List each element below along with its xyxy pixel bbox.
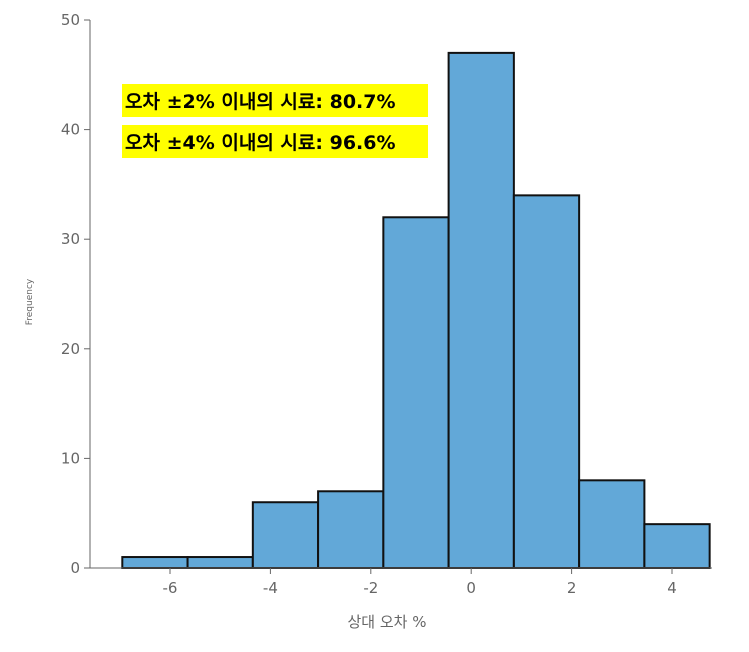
histogram-bars (121, 51, 711, 570)
x-tick-label-3: 0 (466, 579, 476, 597)
axes (89, 20, 712, 569)
annotation-1-highlight (122, 84, 428, 117)
x-tick-label-5: 4 (667, 579, 677, 597)
histogram-bar-2 (251, 501, 320, 569)
x-tick-label-2: -2 (363, 579, 378, 597)
histogram-bar-4 (382, 216, 450, 569)
x-ticks: -6 -4 -2 0 2 4 (163, 568, 677, 597)
y-tick-label-1: 10 (61, 449, 80, 467)
y-tick-label-2: 20 (61, 340, 80, 358)
y-tick-label-3: 30 (61, 230, 80, 248)
y-ticks: 0 10 20 30 40 50 (61, 11, 90, 577)
annotation-1-text: 오차 ±2% 이내의 시료: 80.7% (125, 91, 396, 113)
histogram-bar-1 (186, 556, 254, 569)
y-axis-label: Frequency (25, 278, 35, 325)
histogram-bar-5 (447, 51, 515, 569)
annotation-2-highlight (122, 125, 428, 158)
histogram-bar-6 (512, 194, 581, 570)
annotation-2-text: 오차 ±4% 이내의 시료: 96.6% (125, 132, 396, 154)
y-tick-label-0: 0 (70, 559, 80, 577)
y-tick-label-4: 40 (61, 121, 80, 139)
histogram-bar-8 (643, 523, 711, 569)
histogram-bar-3 (317, 490, 385, 569)
x-tick-label-4: 2 (567, 579, 577, 597)
histogram-bar-7 (578, 479, 646, 570)
x-tick-label-0: -6 (163, 579, 178, 597)
x-tick-label-1: -4 (263, 579, 278, 597)
x-axis-label: 상대 오차 % (348, 613, 427, 631)
histogram-bar-0 (121, 556, 189, 569)
y-tick-label-5: 50 (61, 11, 80, 29)
annotations: 오차 ±2% 이내의 시료: 80.7% 오차 ±4% 이내의 시료: 96.6… (122, 84, 428, 158)
